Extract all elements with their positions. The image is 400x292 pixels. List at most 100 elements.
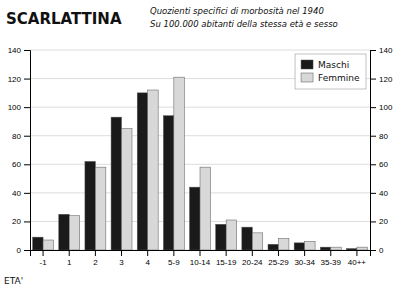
tick-mark [370, 221, 376, 222]
bar [346, 249, 356, 250]
tick-mark [69, 250, 70, 256]
tick-mark [252, 250, 253, 256]
tick-label: 100 [379, 103, 393, 112]
tick-mark [24, 50, 30, 51]
bar [33, 237, 43, 250]
grid-line [30, 50, 370, 51]
legend: Maschi Femmine [295, 54, 366, 89]
legend-label: Femmine [318, 73, 360, 83]
bar [320, 247, 330, 250]
bar [95, 167, 105, 250]
axis-line [31, 251, 371, 257]
tick: 60 [370, 160, 388, 169]
bar [69, 216, 79, 250]
bar [357, 247, 367, 250]
tick-label: 4 [145, 258, 150, 267]
tick: 10-14 [190, 250, 211, 267]
tick-label: 25-29 [268, 258, 289, 267]
tick-label: -1 [40, 258, 48, 267]
legend-box [295, 54, 366, 89]
tick-mark [370, 250, 376, 251]
bar [242, 227, 252, 250]
tick-mark [304, 250, 305, 256]
tick-mark [370, 136, 376, 137]
legend-item: Maschi [301, 60, 349, 70]
tick: 40 [370, 189, 388, 198]
tick: -1 [40, 250, 48, 267]
tick-mark [370, 50, 376, 51]
bar [190, 187, 200, 250]
tick: 20 [12, 217, 30, 226]
tick-mark [24, 193, 30, 194]
tick-label: 40 [12, 189, 21, 198]
tick: 100 [8, 103, 30, 112]
bar [331, 247, 341, 250]
tick: 140 [8, 46, 30, 55]
tick-mark [370, 164, 376, 165]
tick-label: 35-39 [321, 258, 342, 267]
tick-label: 40 [379, 189, 388, 198]
tick-mark [95, 250, 96, 256]
tick-mark [24, 136, 30, 137]
tick-label: 0 [17, 246, 22, 255]
bar [148, 90, 158, 250]
tick-label: 5-9 [168, 258, 180, 267]
tick: 140 [370, 46, 393, 55]
tick-label: 140 [379, 46, 393, 55]
tick-mark [24, 79, 30, 80]
bar [200, 167, 210, 250]
tick-mark [147, 250, 148, 256]
legend-swatch [301, 73, 313, 82]
tick: 5-9 [168, 250, 180, 267]
tick-label: 60 [12, 160, 21, 169]
y2-axis: 0 20 40 60 80 100 120 140 [370, 46, 393, 255]
tick: 80 [370, 132, 388, 141]
tick-label: 1 [67, 258, 72, 267]
tick-label: 20 [379, 217, 388, 226]
tick-label: 80 [379, 132, 388, 141]
tick: 40++ [348, 250, 367, 267]
bars [33, 77, 368, 250]
tick-mark [370, 107, 376, 108]
tick-label: 3 [119, 258, 124, 267]
tick-mark [226, 250, 227, 256]
series [43, 77, 367, 250]
tick-mark [330, 250, 331, 256]
tick: 2 [93, 250, 98, 267]
bar [305, 241, 315, 250]
bar [122, 129, 132, 250]
tick-label: 10-14 [190, 258, 211, 267]
bar [111, 117, 121, 250]
tick-label: 20 [12, 217, 21, 226]
plot: -112345-910-1415-1920-2425-2930-3435-394… [8, 46, 393, 267]
subtitle: Su 100.000 abitanti della stessa età e s… [150, 19, 338, 29]
tick: 80 [12, 132, 30, 141]
axis-line [24, 51, 31, 251]
tick-mark [173, 250, 174, 256]
tick: 0 [370, 246, 384, 255]
tick: 120 [370, 75, 393, 84]
legend-item: Femmine [301, 73, 360, 83]
bar [174, 77, 184, 250]
bar [252, 233, 262, 250]
x-axis: -112345-910-1415-1920-2425-2930-3435-394… [31, 250, 371, 267]
tick: 35-39 [321, 250, 342, 267]
axis-line [371, 51, 377, 251]
tick-mark [370, 193, 376, 194]
bar [85, 161, 95, 250]
title: SCARLATTINA [6, 10, 122, 28]
tick: 3 [119, 250, 124, 267]
tick-label: 0 [379, 246, 384, 255]
tick-label: 120 [379, 75, 393, 84]
legend-label: Maschi [318, 60, 349, 70]
tick-label: 100 [8, 103, 22, 112]
tick-label: 15-19 [216, 258, 237, 267]
tick: 15-19 [216, 250, 237, 267]
tick: 100 [370, 103, 393, 112]
chart: SCARLATTINAQuozienti specifici di morbos… [0, 0, 400, 292]
tick-mark [24, 107, 30, 108]
tick-label: 20-24 [242, 258, 263, 267]
tick-label: 2 [93, 258, 98, 267]
tick: 20 [370, 217, 388, 226]
x-axis-label: ETA' [4, 276, 23, 286]
